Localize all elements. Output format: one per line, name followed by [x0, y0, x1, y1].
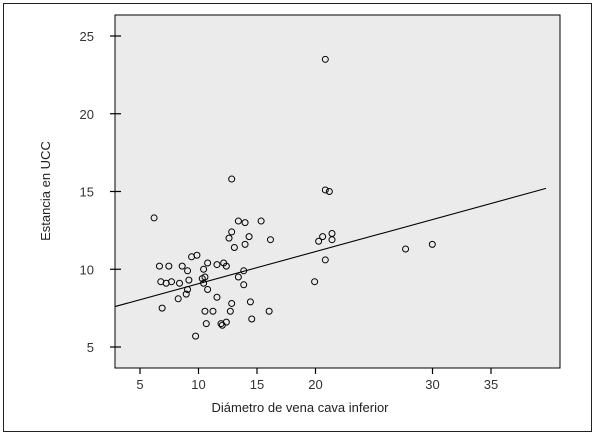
data-point [225, 234, 233, 242]
data-point [188, 253, 196, 261]
data-point [228, 299, 236, 307]
x-tick-label: 35 [484, 377, 498, 392]
data-point [178, 262, 186, 270]
data-point [257, 217, 265, 225]
data-points [150, 55, 436, 340]
data-point [174, 295, 182, 303]
data-point [321, 256, 329, 264]
data-point [328, 236, 336, 244]
data-point [240, 281, 248, 289]
y-tick-label: 15 [80, 185, 94, 200]
y-tick-label: 25 [80, 29, 94, 44]
data-point [311, 278, 319, 286]
data-point [200, 279, 208, 287]
y-tick-label: 5 [87, 340, 94, 355]
data-point [325, 188, 333, 195]
data-point [228, 228, 236, 236]
data-point [428, 240, 436, 248]
data-point [182, 290, 190, 298]
data-point [200, 265, 208, 273]
data-point [248, 315, 256, 323]
data-point [226, 307, 234, 315]
x-tick-label: 15 [250, 377, 264, 392]
data-point [165, 262, 173, 270]
data-point [266, 236, 274, 244]
data-point [209, 307, 217, 315]
data-point [321, 55, 329, 63]
data-point [213, 293, 221, 301]
data-point [241, 240, 249, 248]
data-point [150, 214, 158, 222]
data-point [184, 267, 192, 275]
data-point [234, 217, 242, 225]
y-axis-title: Estancia en UCC [38, 141, 53, 241]
plot-area [114, 14, 561, 369]
data-point [319, 233, 327, 241]
x-tick-label: 5 [136, 377, 143, 392]
x-tick-label: 30 [425, 377, 439, 392]
data-point [402, 245, 410, 253]
data-point [168, 278, 175, 286]
data-point [222, 318, 230, 326]
y-tick-label: 20 [80, 107, 94, 122]
data-point [246, 298, 254, 306]
data-point [230, 243, 238, 251]
data-point [202, 320, 210, 328]
x-tick-label: 10 [191, 377, 205, 392]
data-point [213, 261, 221, 269]
data-point [241, 219, 249, 227]
data-point [201, 307, 209, 315]
data-point [185, 276, 193, 284]
y-axis: 5 10 15 20 25 [80, 29, 121, 355]
data-point [158, 304, 166, 312]
x-tick-label: 20 [308, 377, 322, 392]
data-point [155, 262, 163, 270]
data-point [176, 279, 184, 287]
data-point [204, 259, 212, 267]
data-point [222, 262, 230, 270]
x-axis-title: Diámetro de vena cava inferior [211, 400, 389, 415]
data-point [265, 307, 273, 315]
data-point [204, 285, 212, 293]
data-point [184, 285, 192, 293]
data-point [234, 273, 242, 281]
data-point [240, 267, 248, 275]
data-point [192, 332, 200, 340]
data-point [245, 233, 253, 241]
x-axis: 5 10 15 20 30 35 [136, 368, 498, 392]
data-point [228, 175, 236, 183]
y-tick-label: 10 [80, 262, 94, 277]
data-point [315, 237, 323, 245]
data-point [321, 186, 329, 194]
